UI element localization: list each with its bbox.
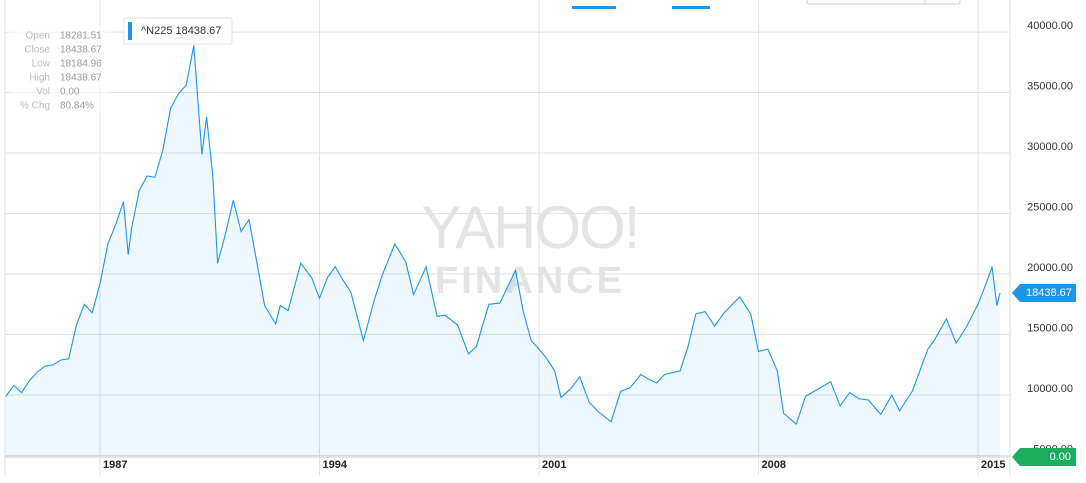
watermark: YAHOO! — [422, 194, 639, 261]
legend-box — [123, 17, 233, 45]
volume-badge-label: 0.00 — [1050, 451, 1071, 463]
range-tab[interactable] — [572, 6, 616, 9]
legend-label: ^N225 18438.67 — [141, 25, 221, 37]
legend-name: ^N225 — [141, 25, 172, 37]
legend-swatch — [128, 22, 132, 40]
info-value: 18184.96 — [60, 59, 102, 70]
y-tick-label: 30000.00 — [1027, 141, 1073, 153]
info-label: High — [29, 73, 50, 84]
info-label: % Chg — [20, 101, 50, 112]
price-badge-label: 18438.67 — [1026, 287, 1072, 299]
plot-area: YAHOO!FINANCE — [5, 0, 1010, 475]
area — [5, 45, 1000, 458]
info-label: Open — [26, 31, 50, 42]
info-value: 80.84% — [60, 101, 94, 112]
y-tick-label: 20000.00 — [1027, 262, 1073, 274]
line — [5, 45, 1001, 426]
info-value: 18438.67 — [60, 45, 102, 56]
x-tick-label: 2008 — [762, 459, 786, 471]
x-tick-label: 1987 — [103, 459, 127, 471]
legend: ^N225 18438.67 — [123, 17, 233, 45]
range-tab[interactable] — [672, 6, 710, 9]
x-tick-label: 1994 — [323, 459, 348, 471]
price-badge — [1012, 283, 1076, 302]
input-box[interactable] — [806, 0, 961, 5]
x-tick-label: 2001 — [542, 459, 566, 471]
volume-badge — [1012, 448, 1076, 466]
y-tick-label: 15000.00 — [1027, 322, 1073, 334]
info-label: Vol — [36, 87, 50, 98]
y-tick-label: 25000.00 — [1027, 201, 1073, 213]
y-tick-label: 40000.00 — [1027, 20, 1073, 32]
info-value: 18438.67 — [60, 73, 102, 84]
watermark: FINANCE — [435, 260, 625, 302]
info-label: Low — [32, 59, 51, 70]
info-label: Close — [24, 45, 50, 56]
info-bg — [10, 26, 110, 112]
y-tick-label: 35000.00 — [1027, 80, 1073, 92]
legend-value: 18438.67 — [176, 25, 222, 37]
info-value: 0.00 — [60, 87, 80, 98]
info-panel: Open 18281.51 Close 18438.67 Low 18184.96 High… — [10, 26, 110, 112]
y-tick-label: 10000.00 — [1027, 383, 1073, 395]
info-value: 18281.51 — [60, 31, 102, 42]
x-tick-label: 2015 — [981, 459, 1005, 471]
